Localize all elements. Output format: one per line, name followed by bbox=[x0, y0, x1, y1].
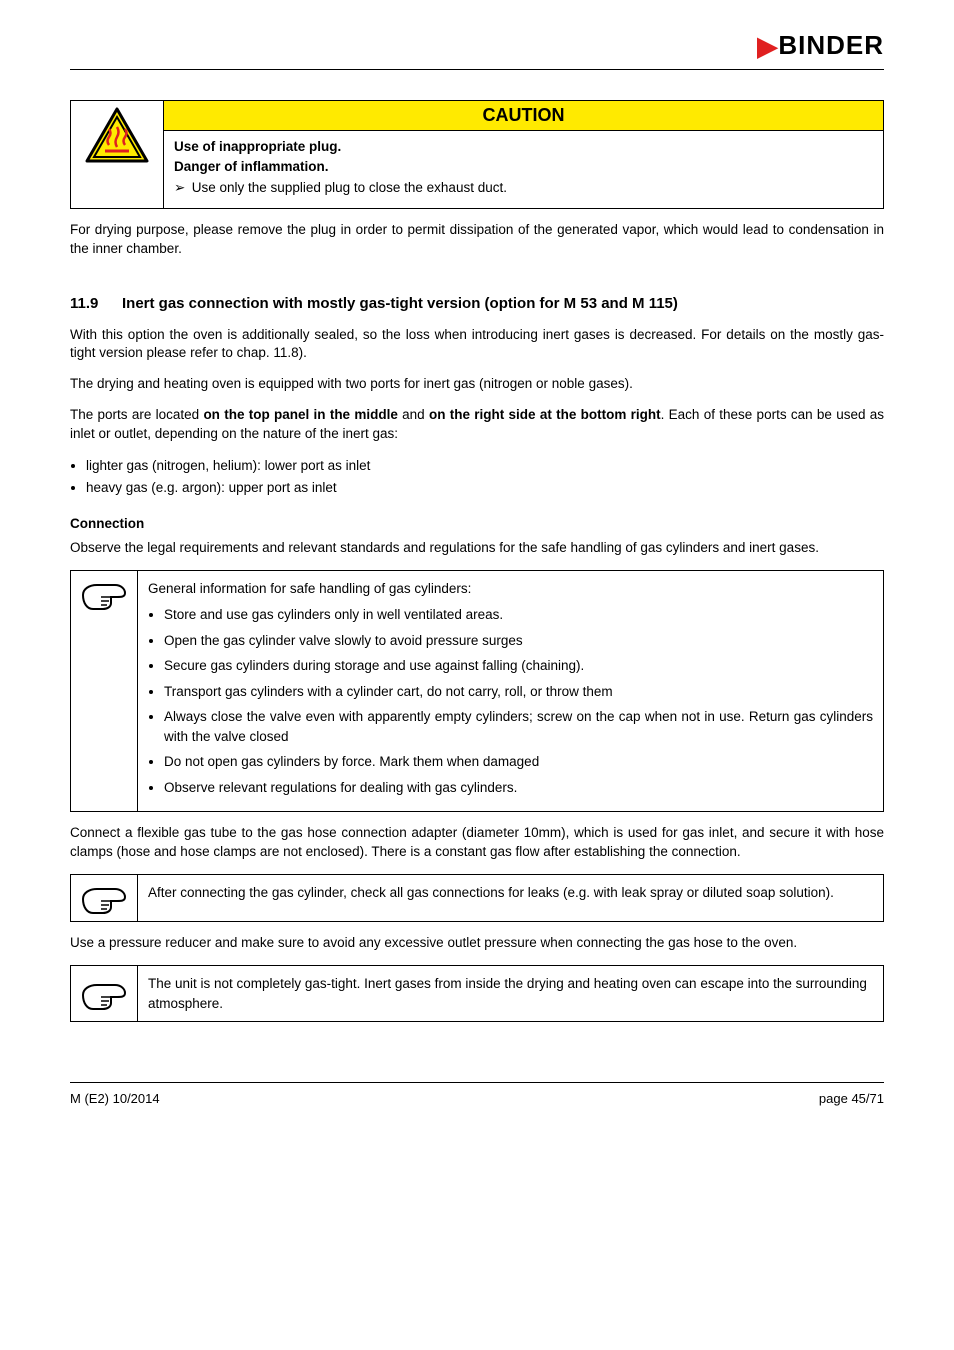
port-bullets: lighter gas (nitrogen, helium): lower po… bbox=[70, 456, 884, 499]
info2-text: After connecting the gas cylinder, check… bbox=[138, 875, 883, 921]
paragraph-after-caution: For drying purpose, please remove the pl… bbox=[70, 221, 884, 259]
caution-line1: Use of inappropriate plug. bbox=[174, 137, 873, 157]
section-heading: 11.9 Inert gas connection with mostly ga… bbox=[70, 295, 884, 312]
caution-icon-cell bbox=[71, 101, 164, 208]
list-item: Secure gas cylinders during storage and … bbox=[164, 656, 873, 676]
info-icon-cell bbox=[71, 875, 138, 921]
paragraph-connect: Connect a flexible gas tube to the gas h… bbox=[70, 824, 884, 862]
caution-body: Use of inappropriate plug. Danger of inf… bbox=[164, 131, 883, 208]
info-icon-cell bbox=[71, 966, 138, 1021]
logo-text: BINDER bbox=[778, 30, 884, 60]
page-footer: M (E2) 10/2014 page 45/71 bbox=[70, 1091, 884, 1106]
info-lead: General information for safe handling of… bbox=[148, 579, 873, 599]
caution-header: CAUTION bbox=[164, 101, 883, 131]
section-para2: The drying and heating oven is equipped … bbox=[70, 375, 884, 394]
caution-line2: Danger of inflammation. bbox=[174, 157, 873, 177]
logo-arrow-icon: ▶ bbox=[757, 31, 778, 62]
info-icon-cell bbox=[71, 571, 138, 811]
warning-hot-surface-icon bbox=[85, 107, 149, 163]
footer-right: page 45/71 bbox=[819, 1091, 884, 1106]
pointing-hand-icon bbox=[81, 977, 127, 1011]
caution-bullet-text: Use only the supplied plug to close the … bbox=[192, 180, 507, 195]
list-item: Transport gas cylinders with a cylinder … bbox=[164, 682, 873, 702]
info-content: General information for safe handling of… bbox=[138, 571, 883, 811]
bottom-rule bbox=[70, 1082, 884, 1083]
list-item: lighter gas (nitrogen, helium): lower po… bbox=[86, 456, 884, 476]
section-para1: With this option the oven is additionall… bbox=[70, 326, 884, 364]
caution-box: CAUTION Use of inappropriate plug. Dange… bbox=[70, 100, 884, 209]
list-item: heavy gas (e.g. argon): upper port as in… bbox=[86, 478, 884, 498]
info3-text: The unit is not completely gas-tight. In… bbox=[138, 966, 883, 1021]
para3-pre: The ports are located bbox=[70, 407, 203, 422]
caution-bullet-row: ➢ Use only the supplied plug to close th… bbox=[174, 178, 873, 198]
section-para3: The ports are located on the top panel i… bbox=[70, 406, 884, 444]
info-list: Store and use gas cylinders only in well… bbox=[148, 605, 873, 798]
top-rule bbox=[70, 69, 884, 70]
connection-intro: Observe the legal requirements and relev… bbox=[70, 539, 884, 558]
list-item: Do not open gas cylinders by force. Mark… bbox=[164, 752, 873, 772]
pointing-hand-icon bbox=[81, 577, 127, 611]
list-item: Observe relevant regulations for dealing… bbox=[164, 778, 873, 798]
footer-left: M (E2) 10/2014 bbox=[70, 1091, 160, 1106]
info-box-cylinders: General information for safe handling of… bbox=[70, 570, 884, 812]
caution-content: CAUTION Use of inappropriate plug. Dange… bbox=[164, 101, 883, 208]
triangle-bullet-icon: ➢ bbox=[174, 178, 188, 198]
list-item: Always close the valve even with apparen… bbox=[164, 707, 873, 746]
list-item: Open the gas cylinder valve slowly to av… bbox=[164, 631, 873, 651]
section-number: 11.9 bbox=[70, 295, 122, 312]
list-item: Store and use gas cylinders only in well… bbox=[164, 605, 873, 625]
info-box-gas-tight: The unit is not completely gas-tight. In… bbox=[70, 965, 884, 1022]
info-box-leak-check: After connecting the gas cylinder, check… bbox=[70, 874, 884, 922]
brand-logo: ▶BINDER bbox=[70, 30, 884, 61]
paragraph-reducer: Use a pressure reducer and make sure to … bbox=[70, 934, 884, 953]
para3-b2: on the right side at the bottom right bbox=[429, 407, 661, 422]
section-title: Inert gas connection with mostly gas-tig… bbox=[122, 295, 678, 312]
pointing-hand-icon bbox=[81, 881, 127, 915]
para3-mid: and bbox=[398, 407, 429, 422]
para3-b1: on the top panel in the middle bbox=[203, 407, 397, 422]
connection-heading: Connection bbox=[70, 516, 884, 531]
